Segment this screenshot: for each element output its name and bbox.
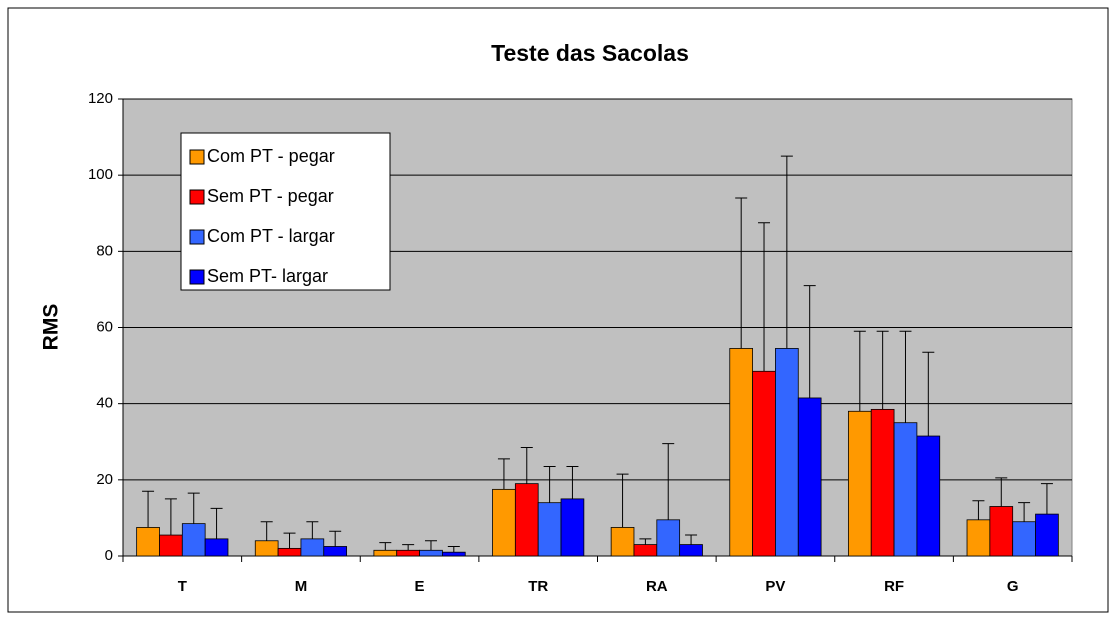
bar <box>514 483 539 557</box>
error-bar <box>566 466 579 499</box>
error-bar <box>995 477 1008 507</box>
x-tick-label: RF <box>884 578 904 595</box>
legend-swatch <box>189 269 205 285</box>
error-bar <box>497 458 510 490</box>
bar <box>797 397 822 557</box>
bar <box>277 547 302 557</box>
error-bar <box>1018 502 1031 522</box>
legend-label: Com PT - pegar <box>207 146 335 166</box>
y-tick-label: 20 <box>96 471 113 488</box>
bar <box>679 544 703 557</box>
bar <box>136 527 160 557</box>
bar <box>989 506 1014 557</box>
y-tick-label: 80 <box>96 242 113 259</box>
x-tick-label: M <box>295 578 308 595</box>
legend-swatch <box>189 189 205 205</box>
bar <box>181 523 206 557</box>
bar <box>560 498 585 557</box>
bar <box>204 538 229 557</box>
bar <box>254 540 279 557</box>
error-bar <box>922 351 935 437</box>
y-axis-label: RMS <box>40 304 63 351</box>
error-bar <box>210 507 223 539</box>
bar <box>729 348 754 557</box>
y-tick-label: 60 <box>96 318 113 335</box>
error-bar <box>662 443 675 520</box>
error-bar <box>853 330 866 412</box>
legend-label: Com PT - largar <box>207 226 335 246</box>
x-tick-label: T <box>178 578 187 595</box>
error-bar <box>402 544 415 551</box>
legend-box <box>180 132 391 291</box>
bar <box>916 435 941 557</box>
error-bar <box>899 330 912 423</box>
error-bar <box>187 492 200 524</box>
x-tick-label: G <box>1007 578 1019 595</box>
x-tick-label: TR <box>528 578 548 595</box>
bar <box>1035 513 1059 557</box>
bar <box>373 549 398 557</box>
bar <box>966 519 991 557</box>
error-bar <box>616 473 629 528</box>
x-tick-label: PV <box>765 578 785 595</box>
bar <box>537 502 562 557</box>
error-bar <box>142 490 155 528</box>
error-bar <box>803 285 816 398</box>
bar <box>847 410 872 557</box>
bar <box>323 546 348 557</box>
bar <box>775 348 799 557</box>
error-bar <box>876 330 889 410</box>
error-bar <box>758 222 771 372</box>
chart-title: Teste das Sacolas <box>491 40 689 66</box>
bar <box>492 488 516 557</box>
y-tick-label: 0 <box>105 547 113 564</box>
bar <box>300 538 325 557</box>
error-bar <box>329 530 342 547</box>
legend-swatch <box>189 229 205 245</box>
error-bar <box>685 534 698 545</box>
error-bar <box>379 542 392 551</box>
y-tick-label: 120 <box>88 90 113 107</box>
bar <box>893 422 918 557</box>
error-bar <box>164 498 177 536</box>
bar <box>633 544 658 557</box>
bar <box>419 549 443 557</box>
error-bar <box>780 155 793 349</box>
bar <box>1012 521 1036 557</box>
legend-label: Sem PT - pegar <box>207 186 334 206</box>
y-tick-label: 40 <box>96 395 113 412</box>
error-bar <box>520 446 533 484</box>
legend-swatch <box>189 149 205 165</box>
error-bar <box>447 545 460 553</box>
error-bar <box>543 466 556 503</box>
error-bar <box>283 532 296 549</box>
bar <box>870 408 895 557</box>
bar <box>610 527 635 557</box>
bar <box>752 370 776 557</box>
error-bar <box>424 540 437 551</box>
error-bar <box>972 500 985 520</box>
bar <box>159 534 183 557</box>
error-bar <box>306 521 319 539</box>
legend-label: Sem PT- largar <box>207 266 328 286</box>
x-tick-label: E <box>415 578 425 595</box>
error-bar <box>639 538 652 545</box>
bar <box>396 549 420 557</box>
bar <box>656 519 681 557</box>
y-tick-label: 100 <box>88 166 113 183</box>
x-tick-label: RA <box>646 578 668 595</box>
error-bar <box>1040 483 1053 515</box>
error-bar <box>735 197 748 349</box>
bar <box>441 551 466 557</box>
error-bar <box>260 521 273 541</box>
